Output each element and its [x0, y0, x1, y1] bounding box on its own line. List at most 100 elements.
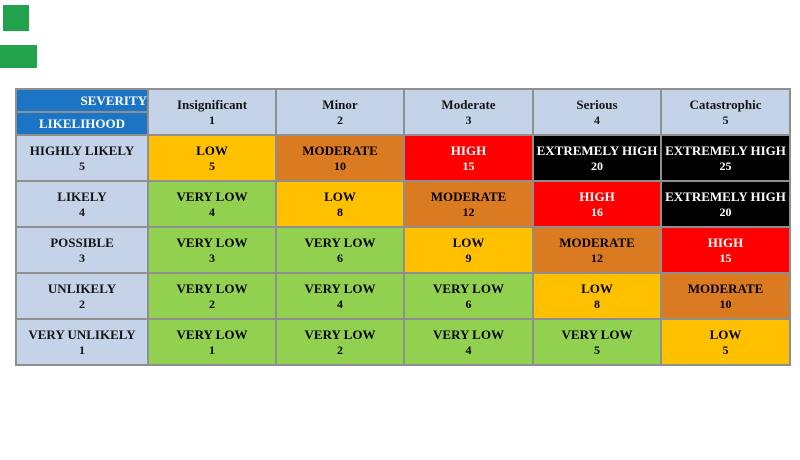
cell-label: VERY LOW	[433, 281, 504, 297]
cell-label: VERY LOW	[176, 189, 248, 205]
risk-cell-very-low: VERY LOW 5	[532, 318, 662, 366]
matrix-body: HIGHLY LIKELY 5 LOW 5 MODERATE 10 HIGH 15 EXTREM…	[15, 134, 791, 366]
cell-label: VERY UNLIKELY	[28, 327, 136, 343]
cell-score: 25	[719, 158, 732, 173]
row-header-likely: LIKELY 4	[15, 180, 149, 228]
risk-cell-high: HIGH 15	[660, 226, 791, 274]
cell-score: 4	[79, 204, 85, 219]
cell-score: 20	[719, 204, 732, 219]
row-header-possible: POSSIBLE 3	[15, 226, 149, 274]
risk-cell-very-low: VERY LOW 3	[147, 226, 277, 274]
column-header-moderate: Moderate 3	[403, 88, 534, 136]
column-header-serious: Serious 4	[532, 88, 662, 136]
cell-score: 2	[79, 296, 85, 311]
risk-cell-moderate: MODERATE 12	[403, 180, 534, 228]
risk-cell-low: LOW 5	[660, 318, 791, 366]
cell-label: Moderate	[441, 97, 496, 113]
matrix-header: SEVERITY Insignificant 1 Minor 2 Moderate 3 Se…	[15, 88, 791, 136]
cell-label: EXTREMELY HIGH	[665, 189, 786, 205]
cell-score: 2	[337, 112, 343, 127]
column-header-insignificant: Insignificant 1	[147, 88, 277, 136]
cell-label: Catastrophic	[689, 97, 762, 113]
risk-cell-very-low: VERY LOW 4	[403, 318, 534, 366]
row-header-very-unlikely: VERY UNLIKELY 1	[15, 318, 149, 366]
cell-score: 15	[462, 158, 475, 173]
cell-label: VERY LOW	[433, 327, 504, 343]
cell-score: 20	[591, 158, 603, 173]
risk-cell-low: LOW 8	[275, 180, 405, 228]
cell-label: VERY LOW	[176, 281, 248, 297]
cell-label: EXTREMELY HIGH	[536, 143, 658, 159]
cell-label: HIGH	[707, 235, 744, 251]
risk-cell-very-low: VERY LOW 2	[275, 318, 405, 366]
cell-label: EXTREMELY HIGH	[665, 143, 786, 159]
cell-score: 5	[79, 158, 85, 173]
cell-score: 8	[337, 204, 343, 219]
risk-cell-very-low: VERY LOW 4	[275, 272, 405, 320]
risk-cell-low: LOW 5	[147, 134, 277, 182]
risk-matrix-table: SEVERITY Insignificant 1 Minor 2 Moderate 3 Se…	[15, 88, 791, 366]
risk-cell-very-low: VERY LOW 1	[147, 318, 277, 366]
cell-label: LOW	[581, 281, 613, 297]
matrix-row: LIKELY 4 VERY LOW 4 LOW 8 MODERATE 12 HIGH 16 EXTR…	[15, 180, 791, 228]
cell-score: 5	[209, 158, 215, 173]
cell-label: LOW	[324, 189, 356, 205]
cell-label: VERY LOW	[304, 235, 376, 251]
cell-label: HIGH	[450, 143, 487, 159]
cell-score: 4	[594, 112, 600, 127]
cell-label: LOW	[709, 327, 742, 343]
cell-label: MODERATE	[559, 235, 635, 251]
cell-label: MODERATE	[430, 189, 507, 205]
severity-axis-label: SEVERITY	[15, 88, 149, 113]
risk-cell-high: HIGH 15	[403, 134, 534, 182]
cell-label: LIKELY	[57, 189, 107, 205]
cell-score: 3	[79, 250, 85, 265]
cell-score: 2	[209, 296, 215, 311]
cell-score: 10	[334, 158, 346, 173]
cell-score: 2	[337, 342, 343, 357]
cell-score: 4	[209, 204, 215, 219]
risk-cell-very-low: VERY LOW 6	[275, 226, 405, 274]
cell-label: HIGH	[579, 189, 615, 205]
cell-score: 12	[591, 250, 603, 265]
risk-cell-very-low: VERY LOW 2	[147, 272, 277, 320]
cell-score: 3	[465, 112, 472, 127]
cell-score: 1	[209, 342, 215, 357]
cell-label: Insignificant	[176, 97, 248, 113]
cell-label: VERY LOW	[304, 281, 376, 297]
cell-score: 5	[594, 342, 600, 357]
row-header-unlikely: UNLIKELY 2	[15, 272, 149, 320]
column-header-minor: Minor 2	[275, 88, 405, 136]
cell-score: 10	[719, 296, 732, 311]
cell-label: UNLIKELY	[47, 281, 117, 297]
cell-score: 4	[337, 296, 343, 311]
cell-score: 6	[465, 296, 472, 311]
cell-score: 16	[591, 204, 603, 219]
risk-cell-low: LOW 8	[532, 272, 662, 320]
cell-label: Serious	[576, 97, 618, 113]
cell-label: VERY LOW	[304, 327, 376, 343]
matrix-row: VERY UNLIKELY 1 VERY LOW 1 VERY LOW 2 VERY LOW…	[15, 318, 791, 366]
cell-label: MODERATE	[302, 143, 378, 159]
cell-score: 15	[719, 250, 732, 265]
cell-label: VERY LOW	[176, 235, 248, 251]
cell-label: LOW	[196, 143, 228, 159]
cell-score: 4	[465, 342, 472, 357]
green-marker-square	[3, 5, 29, 31]
matrix-row: HIGHLY LIKELY 5 LOW 5 MODERATE 10 HIGH 15 EXTREM…	[15, 134, 791, 182]
risk-cell-moderate: MODERATE 10	[275, 134, 405, 182]
column-header-catastrophic: Catastrophic 5	[660, 88, 791, 136]
cell-label: VERY LOW	[176, 327, 248, 343]
cell-score: 5	[722, 112, 729, 127]
risk-cell-extremely-high: EXTREMELY HIGH 25	[660, 134, 791, 182]
risk-cell-very-low: VERY LOW 4	[147, 180, 277, 228]
cell-label: Minor	[322, 97, 358, 113]
cell-score: 3	[209, 250, 215, 265]
cell-label: VERY LOW	[561, 327, 633, 343]
risk-cell-extremely-high: EXTREMELY HIGH 20	[532, 134, 662, 182]
green-marker-rect	[0, 45, 37, 68]
risk-cell-very-low: VERY LOW 6	[403, 272, 534, 320]
matrix-row: UNLIKELY 2 VERY LOW 2 VERY LOW 4 VERY LOW 6 LOW 8…	[15, 272, 791, 320]
cell-score: 1	[79, 342, 85, 357]
cell-score: 9	[465, 250, 472, 265]
